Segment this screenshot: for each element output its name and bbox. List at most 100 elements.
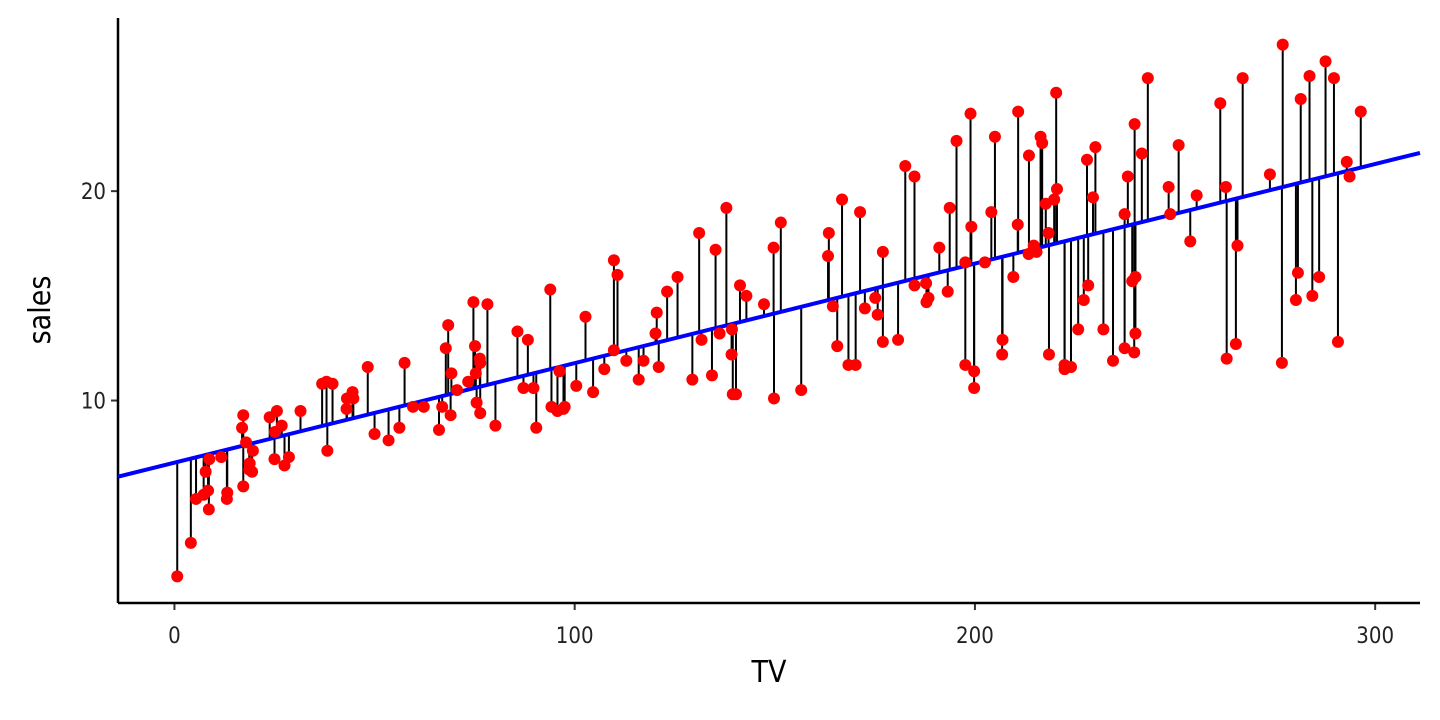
point <box>544 283 557 296</box>
point <box>1231 239 1244 252</box>
point <box>1327 72 1340 85</box>
point <box>340 402 353 415</box>
point <box>1219 180 1232 193</box>
point <box>1126 275 1139 288</box>
point <box>941 285 954 298</box>
point <box>270 405 283 418</box>
point <box>1229 338 1242 351</box>
point <box>725 323 738 336</box>
point <box>1354 105 1367 118</box>
point <box>470 396 483 409</box>
x-axis-title: TV <box>751 655 787 690</box>
point <box>826 300 839 313</box>
point <box>649 327 662 340</box>
point <box>1236 72 1249 85</box>
y-axis-title: sales <box>23 276 58 345</box>
point <box>439 342 452 355</box>
point <box>1162 180 1175 193</box>
point <box>1214 97 1227 110</box>
point <box>240 436 253 449</box>
point <box>1080 153 1093 166</box>
point <box>489 419 502 432</box>
point <box>215 451 228 464</box>
point <box>767 241 780 254</box>
point <box>393 421 406 434</box>
point <box>527 381 540 394</box>
point <box>709 243 722 256</box>
point <box>740 289 753 302</box>
point <box>1129 327 1142 340</box>
point <box>368 428 381 441</box>
point <box>876 335 889 348</box>
point <box>1128 346 1141 359</box>
point <box>733 279 746 292</box>
point <box>964 107 977 120</box>
point <box>432 423 445 436</box>
x-tick-label: 300 <box>1356 624 1394 649</box>
point <box>892 333 905 346</box>
point <box>1118 208 1131 221</box>
point <box>978 256 991 269</box>
point <box>933 241 946 254</box>
point <box>1072 323 1085 336</box>
point <box>908 170 921 183</box>
point <box>237 409 250 422</box>
point <box>661 285 674 298</box>
point <box>275 419 288 432</box>
point <box>442 319 455 332</box>
point <box>693 227 706 240</box>
point <box>959 256 972 269</box>
point <box>436 400 449 413</box>
point <box>1303 69 1316 82</box>
point <box>1118 342 1131 355</box>
point <box>530 421 543 434</box>
point <box>965 220 978 233</box>
point <box>908 279 921 292</box>
point <box>1128 118 1141 131</box>
point <box>1141 72 1154 85</box>
point <box>1313 270 1326 283</box>
point <box>1263 168 1276 181</box>
point <box>768 392 781 405</box>
point <box>1135 147 1148 160</box>
point <box>171 570 184 583</box>
point <box>361 361 374 374</box>
point <box>243 463 256 476</box>
point <box>202 503 215 516</box>
x-tick-label: 200 <box>956 624 994 649</box>
point <box>1121 170 1134 183</box>
point <box>920 277 933 290</box>
point <box>451 384 464 397</box>
point <box>876 245 889 258</box>
point <box>1097 323 1110 336</box>
point <box>650 306 663 319</box>
y-tick-label: 20 <box>81 180 106 205</box>
point <box>521 333 534 346</box>
point <box>686 373 699 386</box>
point <box>469 340 482 353</box>
point <box>632 373 645 386</box>
point <box>795 384 808 397</box>
point <box>836 193 849 206</box>
point <box>1319 55 1332 68</box>
point <box>1340 155 1353 168</box>
point <box>822 250 835 263</box>
point <box>996 333 1009 346</box>
point <box>1011 218 1024 231</box>
point <box>1050 86 1063 99</box>
point <box>417 400 430 413</box>
point <box>757 298 770 311</box>
point <box>849 358 862 371</box>
point <box>268 453 281 466</box>
point <box>1275 356 1288 369</box>
point <box>570 379 583 392</box>
point <box>899 160 912 173</box>
point <box>1036 136 1049 149</box>
point <box>959 358 972 371</box>
point <box>774 216 787 229</box>
point <box>858 302 871 315</box>
point <box>695 333 708 346</box>
point <box>1276 38 1289 51</box>
point <box>713 327 726 340</box>
point <box>462 375 475 388</box>
